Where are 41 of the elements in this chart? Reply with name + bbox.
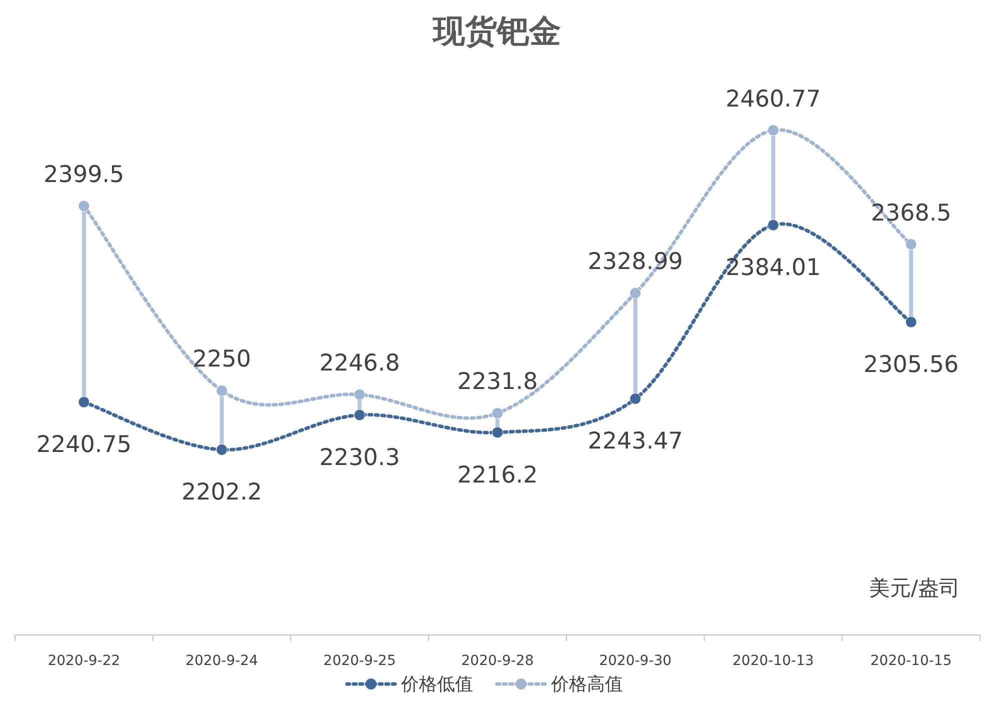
- point: [905, 238, 917, 250]
- data-label: 2230.3: [319, 445, 400, 472]
- data-label: 2202.2: [182, 480, 262, 506]
- legend-item: 价格高值: [495, 674, 623, 695]
- point: [78, 200, 90, 212]
- legend-label: 价格低值: [400, 674, 473, 695]
- data-label: 2305.56: [864, 352, 959, 378]
- data-label: 2216.2: [457, 462, 538, 488]
- data-label: 2243.47: [588, 428, 683, 455]
- x-tick-label: 2020-9-22: [48, 653, 120, 669]
- data-label: 2368.5: [870, 200, 952, 226]
- x-tick-label: 2020-9-24: [186, 653, 258, 669]
- point: [354, 409, 366, 421]
- point: [492, 407, 504, 419]
- data-label: 2384.01: [726, 255, 821, 282]
- point: [216, 384, 228, 396]
- point: [905, 316, 917, 328]
- point: [78, 396, 90, 408]
- x-tick-label: 2020-9-30: [599, 653, 672, 669]
- point: [630, 287, 642, 299]
- point: [767, 219, 779, 231]
- legend-label: 价格高值: [550, 674, 623, 695]
- legend-item: 价格低值: [345, 674, 473, 695]
- data-label: 2250: [192, 346, 252, 373]
- data-label: 2240.75: [36, 432, 132, 458]
- data-label: 2328.99: [588, 249, 683, 276]
- point: [492, 426, 504, 438]
- data-label: 2246.8: [319, 350, 400, 377]
- point: [767, 124, 779, 136]
- data-label: 2460.77: [726, 86, 821, 112]
- x-tick-label: 2020-9-28: [461, 653, 534, 669]
- point: [630, 392, 642, 404]
- text: 美元/盎司: [868, 576, 960, 600]
- data-label: 2231.8: [457, 369, 538, 396]
- x-tick-label: 2020-10-15: [870, 653, 952, 669]
- x-tick-label: 2020-9-25: [323, 653, 396, 669]
- data-label: 2399.5: [44, 162, 124, 188]
- point: [354, 388, 366, 400]
- point: [216, 444, 228, 456]
- chart-title: 现货钯金: [432, 12, 561, 50]
- x-tick-label: 2020-10-13: [732, 653, 814, 669]
